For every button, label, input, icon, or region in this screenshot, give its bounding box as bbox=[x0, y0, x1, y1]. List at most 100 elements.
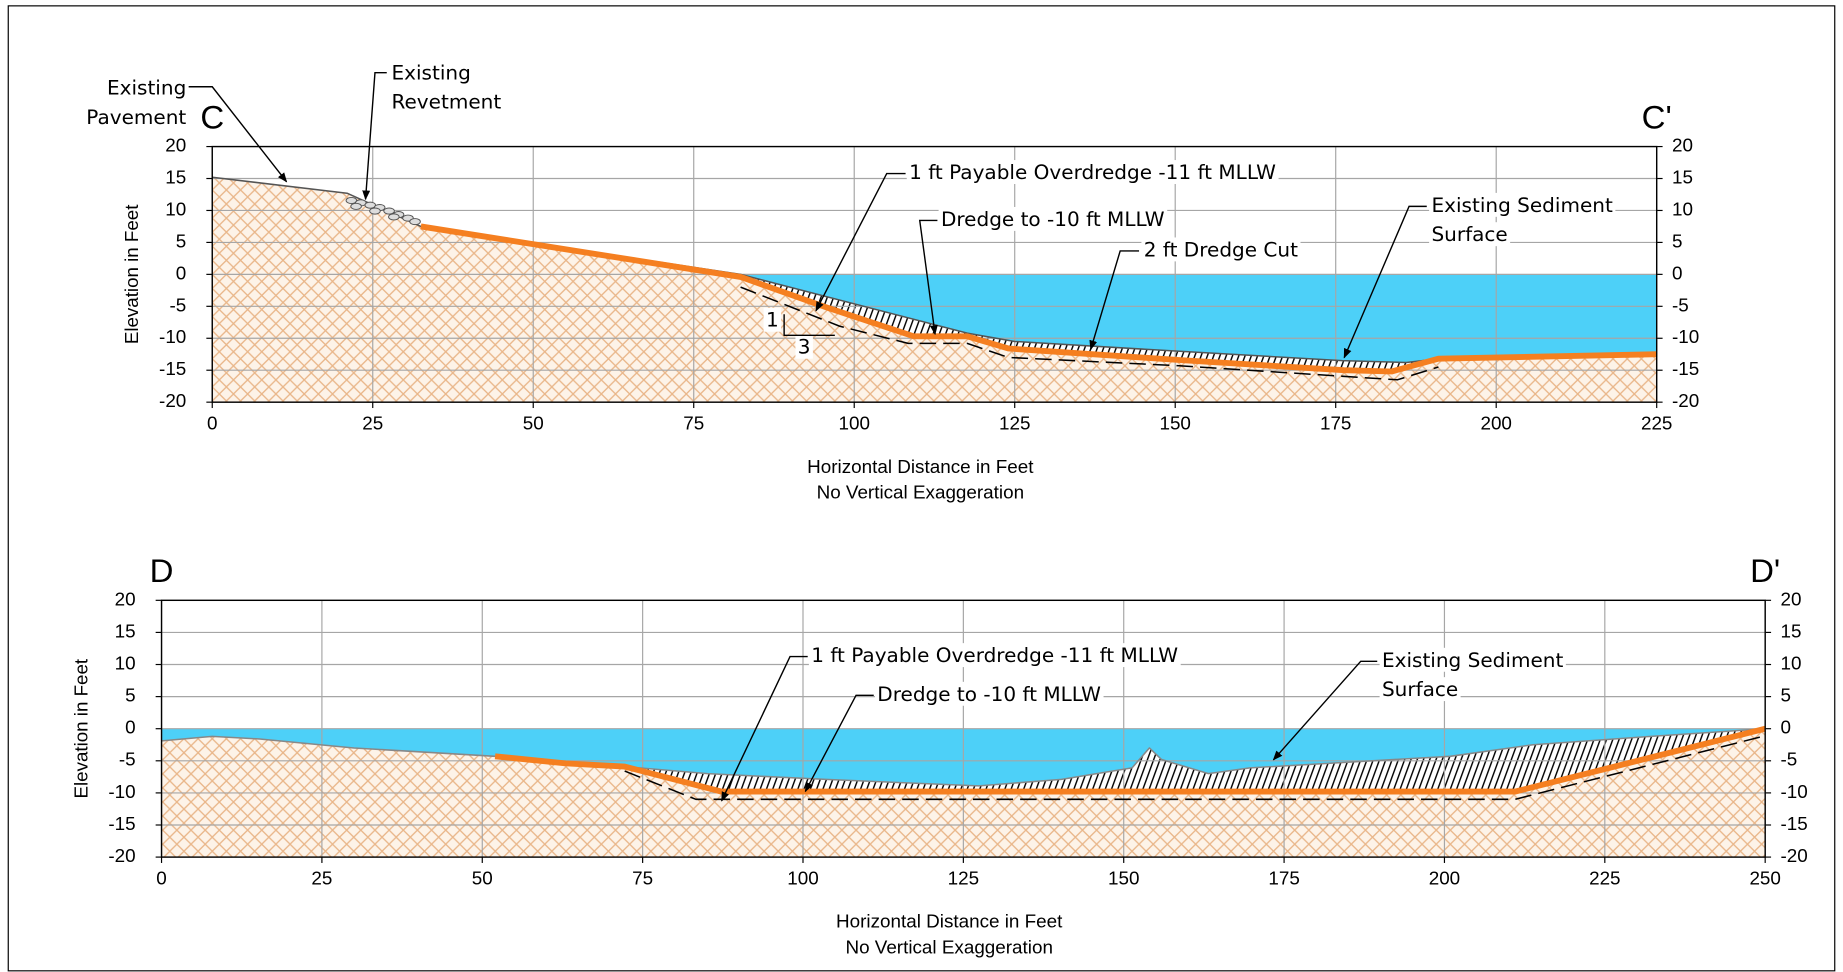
y-tick-label: -15 bbox=[108, 813, 135, 834]
plot-frame bbox=[160, 599, 1766, 858]
annotation-bg bbox=[1379, 677, 1461, 702]
section-label: D bbox=[150, 552, 174, 589]
y-tick-label: -5 bbox=[1672, 294, 1689, 315]
revetment-stone bbox=[369, 207, 381, 215]
annotation-bg bbox=[1429, 222, 1511, 247]
y-tick-label: 0 bbox=[1672, 262, 1682, 283]
x-tick-label: 75 bbox=[632, 867, 653, 888]
y-tick-label: -10 bbox=[159, 326, 186, 347]
y-tick-label: -10 bbox=[1672, 326, 1699, 347]
annotation-bg bbox=[906, 160, 1279, 184]
x-tick-label: 100 bbox=[838, 412, 869, 433]
annotation-bg bbox=[104, 75, 189, 100]
x-axis-note: No Vertical Exaggeration bbox=[845, 937, 1052, 958]
plot-frame bbox=[211, 145, 1658, 403]
dredge-line bbox=[494, 725, 1766, 795]
annotation: Existing bbox=[391, 60, 470, 84]
annotation-bg bbox=[1141, 237, 1301, 262]
x-tick-label: 100 bbox=[787, 867, 818, 888]
annotation-bg bbox=[938, 206, 1168, 231]
x-tick-label: 25 bbox=[311, 867, 332, 888]
y-tick-label: 20 bbox=[115, 588, 136, 609]
y-tick-label: 5 bbox=[1781, 685, 1791, 706]
y-tick-label: -10 bbox=[108, 781, 135, 802]
x-tick-label: 225 bbox=[1589, 867, 1620, 888]
y-tick-label: -20 bbox=[108, 845, 135, 866]
x-tick-label: 200 bbox=[1429, 867, 1460, 888]
annotation: Dredge to -10 ft MLLW bbox=[877, 682, 1101, 706]
annotation-bg bbox=[83, 104, 189, 129]
annotation: Pavement bbox=[86, 105, 186, 129]
revetment-stone bbox=[350, 202, 362, 210]
water bbox=[740, 274, 1657, 363]
leader-line bbox=[188, 86, 288, 183]
y-tick-label: 15 bbox=[115, 620, 136, 641]
y-tick-label: 0 bbox=[176, 262, 186, 283]
section-label: C' bbox=[1642, 98, 1672, 135]
section-label: D' bbox=[1750, 552, 1780, 589]
x-tick-label: 250 bbox=[1749, 867, 1780, 888]
annotation-bg bbox=[389, 89, 504, 114]
x-tick-label: 225 bbox=[1641, 412, 1672, 433]
dredge-line bbox=[420, 223, 1657, 375]
leader-line bbox=[1343, 205, 1427, 359]
annotation: Dredge to -10 ft MLLW bbox=[941, 207, 1165, 231]
annotation-bg bbox=[808, 643, 1181, 668]
x-tick-label: 150 bbox=[1108, 867, 1139, 888]
annotation: 1 ft Payable Overdredge -11 ft MLLW bbox=[811, 643, 1178, 667]
x-tick-label: 175 bbox=[1268, 867, 1299, 888]
y-tick-label: 0 bbox=[1781, 717, 1791, 738]
y-tick-label: -10 bbox=[1781, 781, 1808, 802]
leader-line bbox=[720, 655, 808, 802]
annotation: Surface bbox=[1382, 677, 1458, 701]
y-tick-label: -15 bbox=[1781, 813, 1808, 834]
revetment-stone bbox=[383, 207, 395, 215]
annotation: 1 bbox=[766, 308, 779, 332]
y-axis-title: Elevation in Feet bbox=[70, 658, 91, 798]
x-tick-label: 75 bbox=[683, 412, 704, 433]
leader-line bbox=[1272, 660, 1378, 761]
dredge-cut bbox=[495, 728, 1766, 792]
y-tick-label: 5 bbox=[125, 685, 135, 706]
annotation-bg bbox=[389, 60, 474, 85]
annotation-bg bbox=[795, 334, 813, 359]
y-tick-label: 10 bbox=[115, 653, 136, 674]
ground bbox=[420, 226, 1657, 403]
annotation-bg bbox=[1379, 647, 1566, 672]
leader-line bbox=[362, 71, 387, 201]
y-tick-label: -5 bbox=[170, 294, 187, 315]
surface-line bbox=[161, 727, 1766, 787]
y-tick-label: 0 bbox=[125, 717, 135, 738]
annotation-bg bbox=[763, 307, 782, 332]
sheet-border bbox=[7, 5, 1836, 972]
annotation-bg bbox=[1429, 192, 1616, 217]
y-tick-label: -20 bbox=[1672, 390, 1699, 411]
x-tick-label: 0 bbox=[207, 412, 217, 433]
y-tick-label: 20 bbox=[1672, 135, 1693, 156]
overdredge-line bbox=[740, 286, 1439, 381]
y-tick-label: -20 bbox=[159, 390, 186, 411]
x-tick-label: 150 bbox=[1159, 412, 1190, 433]
leader-line bbox=[804, 694, 874, 793]
y-tick-label: -15 bbox=[1672, 358, 1699, 379]
revetment-stone bbox=[388, 213, 400, 221]
annotation: Revetment bbox=[391, 90, 501, 114]
y-tick-label: -20 bbox=[1781, 845, 1808, 866]
y-tick-label: 15 bbox=[165, 167, 186, 188]
x-tick-label: 0 bbox=[156, 867, 166, 888]
annotation: 3 bbox=[798, 335, 811, 359]
x-tick-label: 175 bbox=[1320, 412, 1351, 433]
overdredge-line bbox=[624, 735, 1766, 801]
x-axis-note: No Vertical Exaggeration bbox=[817, 482, 1024, 503]
y-tick-label: 5 bbox=[176, 230, 186, 251]
leader-line bbox=[815, 172, 906, 312]
leader-line bbox=[1089, 250, 1140, 351]
annotation: Existing bbox=[107, 76, 186, 100]
x-tick-label: 125 bbox=[948, 867, 979, 888]
annotation: Existing Sediment bbox=[1431, 193, 1613, 217]
annotation: Existing Sediment bbox=[1382, 648, 1564, 672]
slope-symbol bbox=[783, 314, 835, 337]
